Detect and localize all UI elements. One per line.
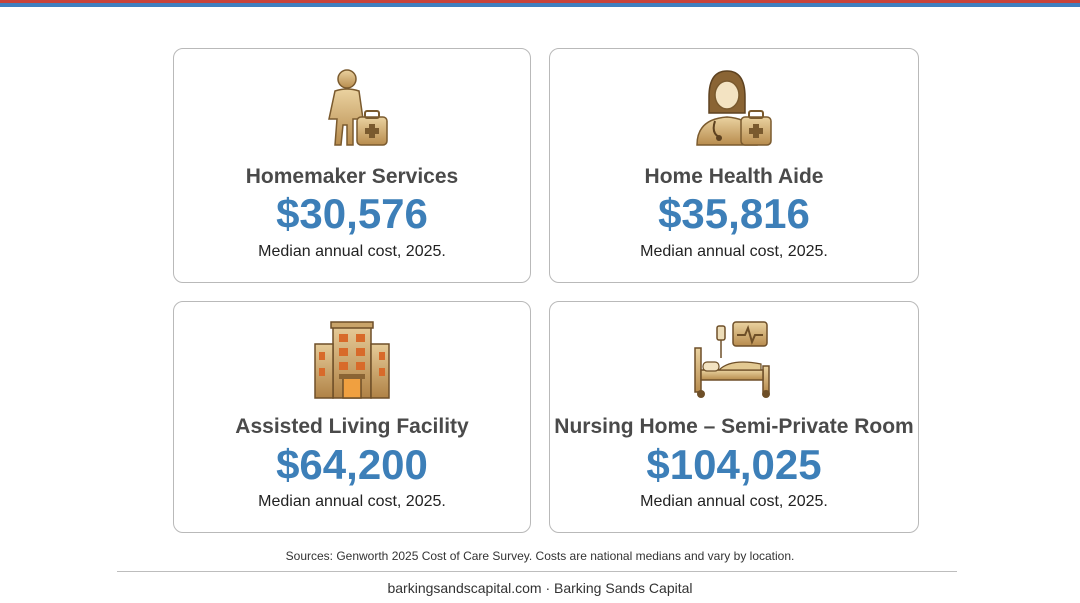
top-accent-bar-red [0,0,1080,3]
cost-card-assisted-living: Assisted Living Facility $64,200 Median … [173,301,531,533]
footer-divider [117,571,957,572]
home-health-aide-icon [689,67,779,149]
card-title: Assisted Living Facility [235,415,469,438]
card-title: Nursing Home – Semi-Private Room [554,415,914,438]
footer-text: barkingsandscapital.com · Barking Sands … [387,580,693,596]
homemaker-icon [307,67,397,149]
card-caption: Median annual cost, 2025. [258,493,446,510]
top-accent-bar-blue [0,3,1080,7]
cost-card-home-health-aide: Home Health Aide $35,816 Median annual c… [549,48,919,283]
hospital-bed-icon [689,318,779,400]
card-caption: Median annual cost, 2025. [258,243,446,260]
card-title: Homemaker Services [245,165,459,188]
card-caption: Median annual cost, 2025. [640,243,828,260]
cost-card-homemaker: Homemaker Services $30,576 Median annual… [173,48,531,283]
sources-note: Sources: Genworth 2025 Cost of Care Surv… [285,549,795,563]
card-value: $64,200 [276,441,428,488]
card-caption: Median annual cost, 2025. [640,493,828,510]
building-icon [307,318,397,400]
card-value: $30,576 [276,190,428,237]
card-value: $104,025 [646,441,822,488]
card-title: Home Health Aide [644,165,824,188]
cost-card-nursing-home: Nursing Home – Semi-Private Room $104,02… [549,301,919,533]
card-value: $35,816 [658,190,810,237]
